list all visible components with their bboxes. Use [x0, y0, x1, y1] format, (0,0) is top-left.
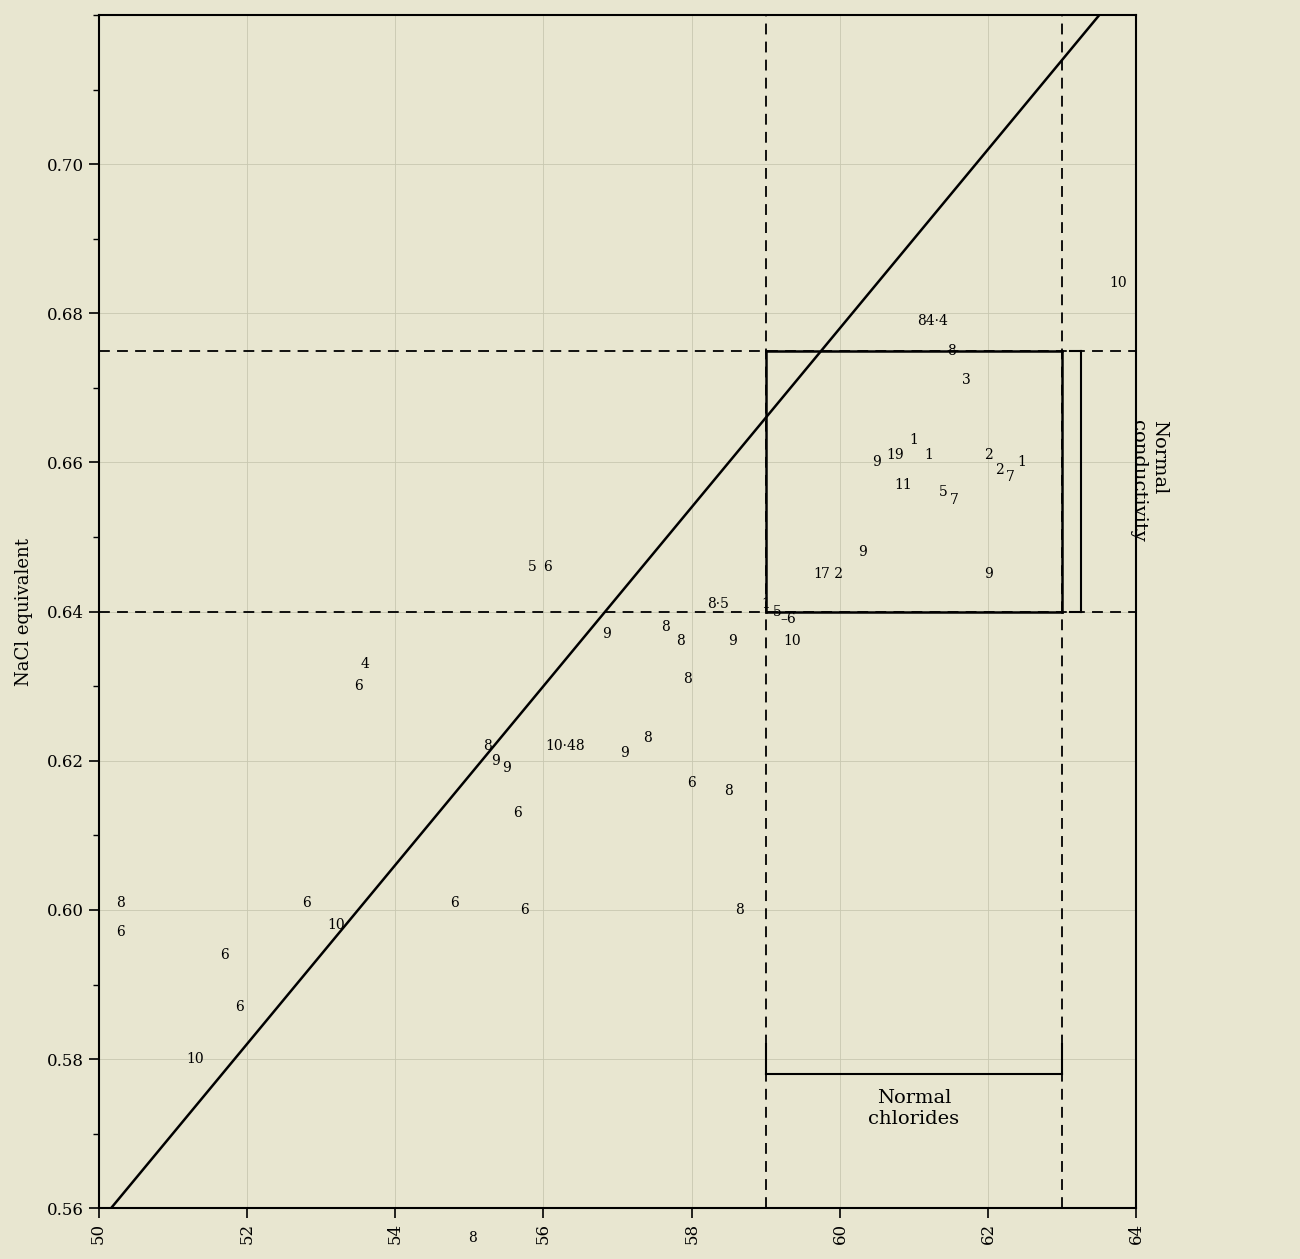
Text: 10: 10 — [186, 1053, 204, 1066]
Text: 1: 1 — [924, 448, 933, 462]
Text: 1: 1 — [762, 597, 770, 611]
Text: 9: 9 — [728, 635, 737, 648]
Text: 8: 8 — [642, 731, 651, 745]
Text: 7 2: 7 2 — [822, 568, 844, 582]
Text: 10: 10 — [783, 635, 801, 648]
Text: 1: 1 — [814, 568, 822, 582]
Text: 8: 8 — [736, 903, 744, 917]
Text: 9: 9 — [602, 627, 611, 641]
Text: Normal
conductivity: Normal conductivity — [1128, 421, 1167, 543]
Text: 10: 10 — [328, 918, 345, 932]
Text: 7: 7 — [950, 492, 959, 507]
Text: 9: 9 — [491, 754, 499, 768]
Text: 6: 6 — [235, 1000, 244, 1013]
Text: 1: 1 — [910, 433, 918, 447]
Text: –6: –6 — [780, 612, 796, 626]
Text: 1: 1 — [1017, 456, 1026, 470]
Text: 6: 6 — [302, 895, 311, 909]
Text: 9: 9 — [620, 747, 629, 760]
Text: 6: 6 — [688, 777, 696, 791]
Text: 7: 7 — [1006, 471, 1015, 485]
Text: 84·4: 84·4 — [916, 313, 948, 327]
Text: 10·48: 10·48 — [546, 739, 585, 753]
Y-axis label: NaCl equivalent: NaCl equivalent — [16, 538, 32, 686]
Text: 6: 6 — [520, 903, 529, 917]
Text: 8: 8 — [117, 895, 125, 909]
Text: 9: 9 — [858, 545, 867, 559]
Text: 3: 3 — [962, 374, 970, 388]
Text: 5: 5 — [772, 604, 781, 618]
Text: 6: 6 — [220, 948, 229, 962]
Text: Normal
chlorides: Normal chlorides — [868, 1089, 959, 1128]
Text: 6: 6 — [354, 679, 363, 694]
Text: 8·5: 8·5 — [707, 597, 728, 611]
Text: 11: 11 — [894, 478, 911, 492]
Text: 6: 6 — [514, 806, 521, 820]
Text: 9: 9 — [502, 762, 511, 776]
Text: 8: 8 — [724, 783, 733, 798]
Text: 8: 8 — [484, 739, 493, 753]
Text: 5: 5 — [940, 485, 948, 500]
Text: 8: 8 — [468, 1231, 477, 1245]
Text: 6: 6 — [117, 925, 125, 939]
Text: 9: 9 — [984, 568, 992, 582]
Text: 2: 2 — [984, 448, 992, 462]
Text: 4: 4 — [361, 657, 370, 671]
Text: 19: 19 — [887, 448, 905, 462]
Text: 8: 8 — [676, 635, 685, 648]
Text: 5: 5 — [528, 560, 537, 574]
Text: 8: 8 — [684, 672, 693, 686]
Text: 8: 8 — [662, 619, 670, 633]
Text: 10: 10 — [1109, 277, 1127, 291]
Text: 6: 6 — [542, 560, 551, 574]
Text: 9: 9 — [872, 456, 881, 470]
Text: 8: 8 — [946, 344, 956, 358]
Text: 6: 6 — [450, 895, 459, 909]
Text: 2: 2 — [994, 463, 1004, 477]
